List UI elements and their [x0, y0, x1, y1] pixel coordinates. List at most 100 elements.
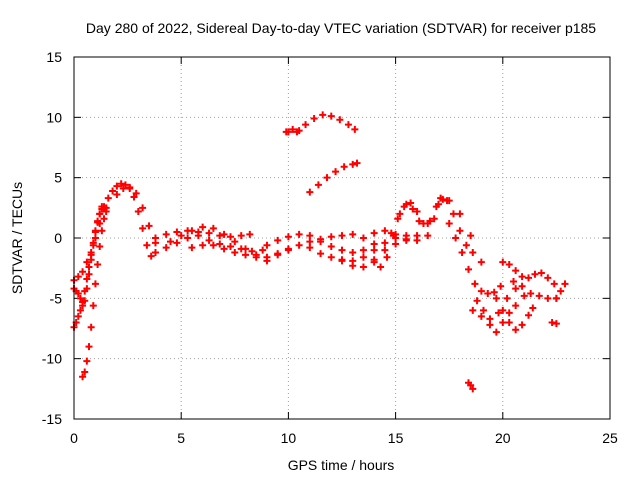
data-point — [497, 282, 505, 290]
data-point — [130, 193, 138, 201]
data-point — [98, 227, 106, 235]
data-point — [437, 194, 445, 202]
data-point — [359, 263, 367, 271]
data-point — [353, 159, 361, 167]
data-point — [467, 381, 475, 389]
x-tick-label: 10 — [281, 430, 297, 446]
data-point — [205, 229, 213, 237]
x-tick-label: 5 — [177, 430, 185, 446]
data-point — [394, 215, 402, 223]
data-point — [102, 207, 110, 215]
data-point — [246, 230, 254, 238]
data-point — [126, 183, 134, 191]
data-point — [458, 248, 466, 256]
data-point — [199, 223, 207, 231]
data-point — [351, 125, 359, 133]
y-tick-label: -5 — [50, 290, 63, 306]
x-tick-label: 20 — [495, 430, 511, 446]
data-point — [91, 280, 99, 288]
data-point — [74, 312, 82, 320]
data-point — [548, 318, 556, 326]
data-point — [94, 218, 102, 226]
data-point — [177, 232, 185, 240]
data-point — [396, 210, 404, 218]
series-arc-25 — [552, 280, 569, 302]
data-point — [100, 215, 108, 223]
data-point — [119, 185, 127, 193]
data-point — [383, 253, 391, 261]
data-point — [87, 323, 95, 331]
data-point — [209, 224, 217, 232]
data-point — [531, 270, 539, 278]
data-point — [139, 224, 147, 232]
data-point — [121, 181, 129, 189]
data-point — [173, 228, 181, 236]
data-point — [74, 290, 82, 298]
data-point — [263, 257, 271, 265]
data-point — [462, 241, 470, 249]
data-point — [499, 258, 507, 266]
data-point — [117, 180, 125, 188]
data-point — [317, 250, 325, 258]
data-point — [349, 262, 357, 270]
data-point — [132, 189, 140, 197]
series-arc-23 — [499, 258, 558, 288]
data-point — [529, 304, 537, 312]
data-point — [327, 242, 335, 250]
data-point — [467, 232, 475, 240]
data-point — [469, 306, 477, 314]
data-point — [310, 115, 318, 123]
data-point — [327, 233, 335, 241]
data-point — [317, 235, 325, 243]
data-point — [338, 246, 346, 254]
data-point — [512, 285, 520, 293]
data-point — [79, 373, 87, 381]
x-axis-label: GPS time / hours — [288, 457, 395, 473]
x-tick-label: 25 — [602, 430, 618, 446]
data-point — [143, 241, 151, 249]
data-point — [91, 234, 99, 242]
data-point — [349, 230, 357, 238]
series-arc-30 — [306, 159, 361, 196]
data-point — [188, 227, 196, 235]
data-point — [469, 248, 477, 256]
series-arc-28 — [284, 111, 359, 136]
data-point — [302, 121, 310, 129]
data-point — [477, 287, 485, 295]
data-point — [359, 253, 367, 261]
data-point — [295, 230, 303, 238]
data-point — [76, 306, 84, 314]
data-point — [227, 242, 235, 250]
data-point — [248, 247, 256, 255]
data-point — [194, 232, 202, 240]
data-point — [471, 280, 479, 288]
series-arc-21 — [473, 297, 520, 336]
plot-frame — [73, 56, 611, 420]
data-point — [274, 251, 282, 259]
data-point — [473, 297, 481, 305]
data-point — [81, 287, 89, 295]
data-point — [525, 311, 533, 319]
data-point — [349, 248, 357, 256]
data-point — [295, 241, 303, 249]
data-point — [79, 268, 87, 276]
data-point — [535, 292, 543, 300]
y-tick-label: -15 — [42, 411, 62, 427]
data-point — [220, 245, 228, 253]
data-point — [338, 232, 346, 240]
data-point — [381, 227, 389, 235]
data-point — [340, 163, 348, 171]
series-arc-16 — [387, 195, 447, 237]
data-point — [492, 328, 500, 336]
data-point — [359, 234, 367, 242]
data-point — [216, 240, 224, 248]
series-arc-13 — [338, 240, 400, 271]
data-point — [480, 306, 488, 314]
data-point — [445, 220, 453, 228]
data-point — [259, 246, 267, 254]
data-point — [484, 290, 492, 298]
series-arc-18 — [424, 194, 477, 256]
data-point — [94, 261, 102, 269]
data-point — [336, 116, 344, 124]
data-point — [561, 280, 569, 288]
